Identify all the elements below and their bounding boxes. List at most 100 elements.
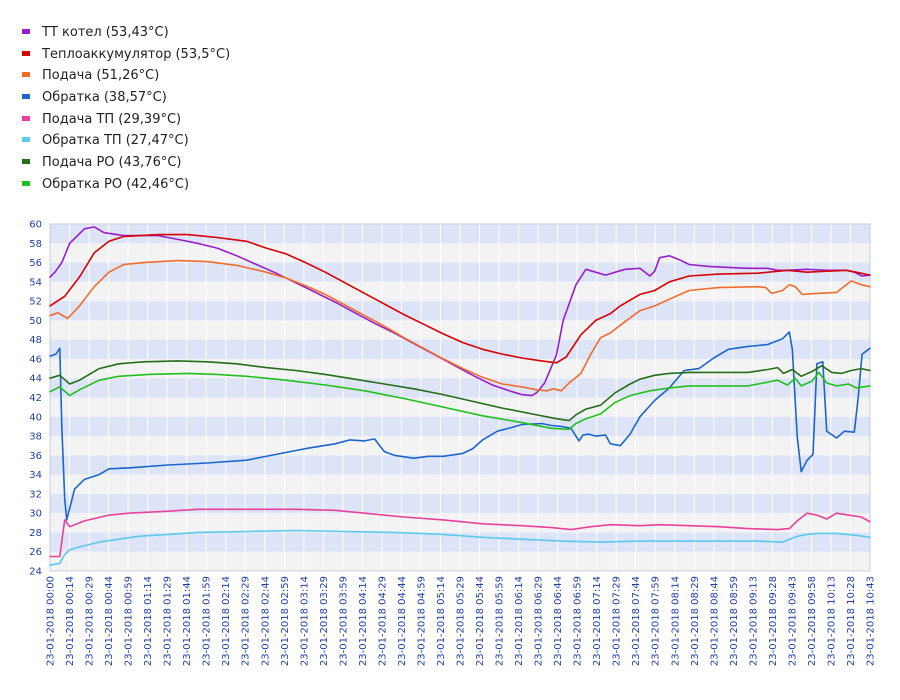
x-tick-label: 23-01-2018 10:28: [846, 576, 857, 666]
y-tick-label: 46: [29, 354, 42, 365]
legend-series-value: (53,43°C): [105, 25, 169, 40]
legend-item: Обратка ТП (27,47°C): [22, 130, 230, 152]
x-tick-label: 23-01-2018 05:59: [495, 576, 506, 666]
x-tick-label: 23-01-2018 07:29: [612, 576, 623, 666]
legend-item: Подача РО (43,76°C): [22, 152, 230, 174]
x-tick-label: 23-01-2018 07:44: [631, 576, 642, 666]
x-tick-label: 23-01-2018 08:14: [670, 576, 681, 666]
y-tick-label: 32: [29, 489, 42, 500]
legend-series-name: Обратка: [42, 90, 100, 106]
legend-swatch: [22, 180, 30, 186]
x-axis: 23-01-2018 00:00 23-01-2018 00:14 23-01-20…: [46, 576, 877, 666]
series-lines: [49, 226, 871, 566]
x-tick-label: 23-01-2018 00:00: [46, 576, 57, 666]
series-line: [49, 226, 871, 397]
x-tick-label: 23-01-2018 05:29: [456, 576, 467, 666]
x-tick-label: 23-01-2018 05:14: [436, 576, 447, 666]
y-tick-label: 44: [29, 374, 42, 385]
legend-series-value: (51,26°C): [96, 68, 160, 84]
x-tick-label: 23-01-2018 10:13: [826, 576, 837, 666]
legend: ТТ котел (53,43°C) Теплоаккумулятор (53,5°C…: [22, 22, 230, 196]
x-tick-label: 23-01-2018 03:29: [319, 576, 330, 666]
x-tick-label: 23-01-2018 07:14: [592, 576, 603, 666]
legend-item: ТТ котел (53,43°C): [22, 22, 230, 44]
legend-item: Подача (51,26°C): [22, 65, 230, 87]
legend-series-name: Подача РО: [42, 155, 115, 171]
legend-item: Подача ТП (29,39°C): [22, 109, 230, 131]
series-line: [49, 508, 871, 558]
x-tick-label: 23-01-2018 06:59: [573, 576, 584, 666]
legend-swatch: [22, 137, 30, 143]
legend-series-value: (53,5°C): [175, 46, 231, 62]
x-tick-label: 23-01-2018 01:44: [182, 576, 193, 666]
x-tick-label: 23-01-2018 04:44: [397, 576, 408, 666]
y-tick-label: 56: [29, 258, 42, 269]
legend-series-name: Подача: [42, 68, 93, 84]
series-line: [49, 360, 871, 422]
legend-item: Обратка РО (42,46°C): [22, 174, 230, 196]
x-tick-label: 23-01-2018 00:29: [85, 576, 96, 666]
x-tick-label: 23-01-2018 05:44: [475, 576, 486, 666]
legend-series-value: (42,46°C): [126, 176, 190, 192]
y-tick-label: 30: [29, 509, 42, 520]
legend-series-value: (27,47°C): [125, 133, 189, 149]
y-tick-label: 50: [29, 316, 42, 327]
series-line: [49, 331, 871, 521]
y-tick-label: 40: [29, 412, 42, 423]
legend-series-name: Теплоаккумулятор: [42, 46, 172, 62]
y-tick-label: 34: [29, 470, 42, 481]
legend-series-name: Обратка РО: [42, 176, 123, 192]
legend-swatch: [22, 159, 30, 165]
x-tick-label: 23-01-2018 06:29: [534, 576, 545, 666]
legend-swatch: [22, 29, 30, 34]
y-tick-label: 58: [29, 239, 42, 250]
x-tick-label: 23-01-2018 03:59: [338, 576, 349, 666]
x-tick-label: 23-01-2018 03:14: [299, 576, 310, 666]
x-tick-label: 23-01-2018 01:29: [163, 576, 174, 666]
legend-item: Обратка (38,57°C): [22, 87, 230, 109]
y-tick-label: 48: [29, 335, 42, 346]
legend-series-value: (38,57°C): [103, 90, 167, 106]
x-tick-label: 23-01-2018 10:43: [866, 576, 877, 666]
x-tick-label: 23-01-2018 06:44: [553, 576, 564, 666]
x-tick-label: 23-01-2018 07:59: [651, 576, 662, 666]
y-tick-label: 54: [29, 277, 42, 288]
y-tick-label: 28: [29, 528, 42, 539]
x-tick-label: 23-01-2018 04:14: [358, 576, 369, 666]
x-tick-label: 23-01-2018 00:14: [65, 576, 76, 666]
y-axis: 24 26 28 30 32 34 36 38 40 42 44 46 48 50 52 54 56 58 60: [29, 220, 42, 578]
y-tick-label: 42: [29, 393, 42, 404]
legend-series-name: Подача ТП: [42, 111, 115, 127]
x-tick-label: 23-01-2018 01:14: [143, 576, 154, 666]
legend-series-name: ТТ котел: [42, 25, 102, 40]
legend-swatch: [22, 115, 30, 121]
x-tick-label: 23-01-2018 09:58: [807, 576, 818, 666]
x-tick-label: 23-01-2018 09:13: [748, 576, 759, 666]
series-line: [49, 371, 871, 431]
x-tick-label: 23-01-2018 00:59: [124, 576, 135, 666]
x-tick-label: 23-01-2018 08:44: [709, 576, 720, 666]
series-line: [49, 529, 871, 566]
y-tick-label: 60: [29, 220, 42, 231]
legend-series-name: Обратка ТП: [42, 133, 122, 149]
x-tick-label: 23-01-2018 01:59: [202, 576, 213, 666]
x-tick-label: 23-01-2018 02:59: [280, 576, 291, 666]
x-tick-label: 23-01-2018 06:14: [514, 576, 525, 666]
x-tick-label: 23-01-2018 02:44: [260, 576, 271, 666]
x-tick-label: 23-01-2018 08:29: [690, 576, 701, 666]
x-tick-label: 23-01-2018 09:28: [768, 576, 779, 666]
series-line: [49, 259, 871, 392]
legend-swatch: [22, 72, 30, 78]
x-tick-label: 23-01-2018 04:29: [377, 576, 388, 666]
y-tick-label: 38: [29, 432, 42, 443]
y-tick-label: 36: [29, 451, 42, 462]
x-tick-label: 23-01-2018 02:29: [241, 576, 252, 666]
y-tick-label: 26: [29, 547, 42, 558]
x-tick-label: 23-01-2018 09:43: [787, 576, 798, 666]
legend-item: Теплоаккумулятор (53,5°C): [22, 44, 230, 66]
x-tick-label: 23-01-2018 04:59: [416, 576, 427, 666]
x-tick-label: 23-01-2018 02:14: [221, 576, 232, 666]
legend-series-value: (43,76°C): [118, 155, 182, 171]
legend-swatch: [22, 50, 30, 56]
plot-area-border: [49, 223, 871, 572]
